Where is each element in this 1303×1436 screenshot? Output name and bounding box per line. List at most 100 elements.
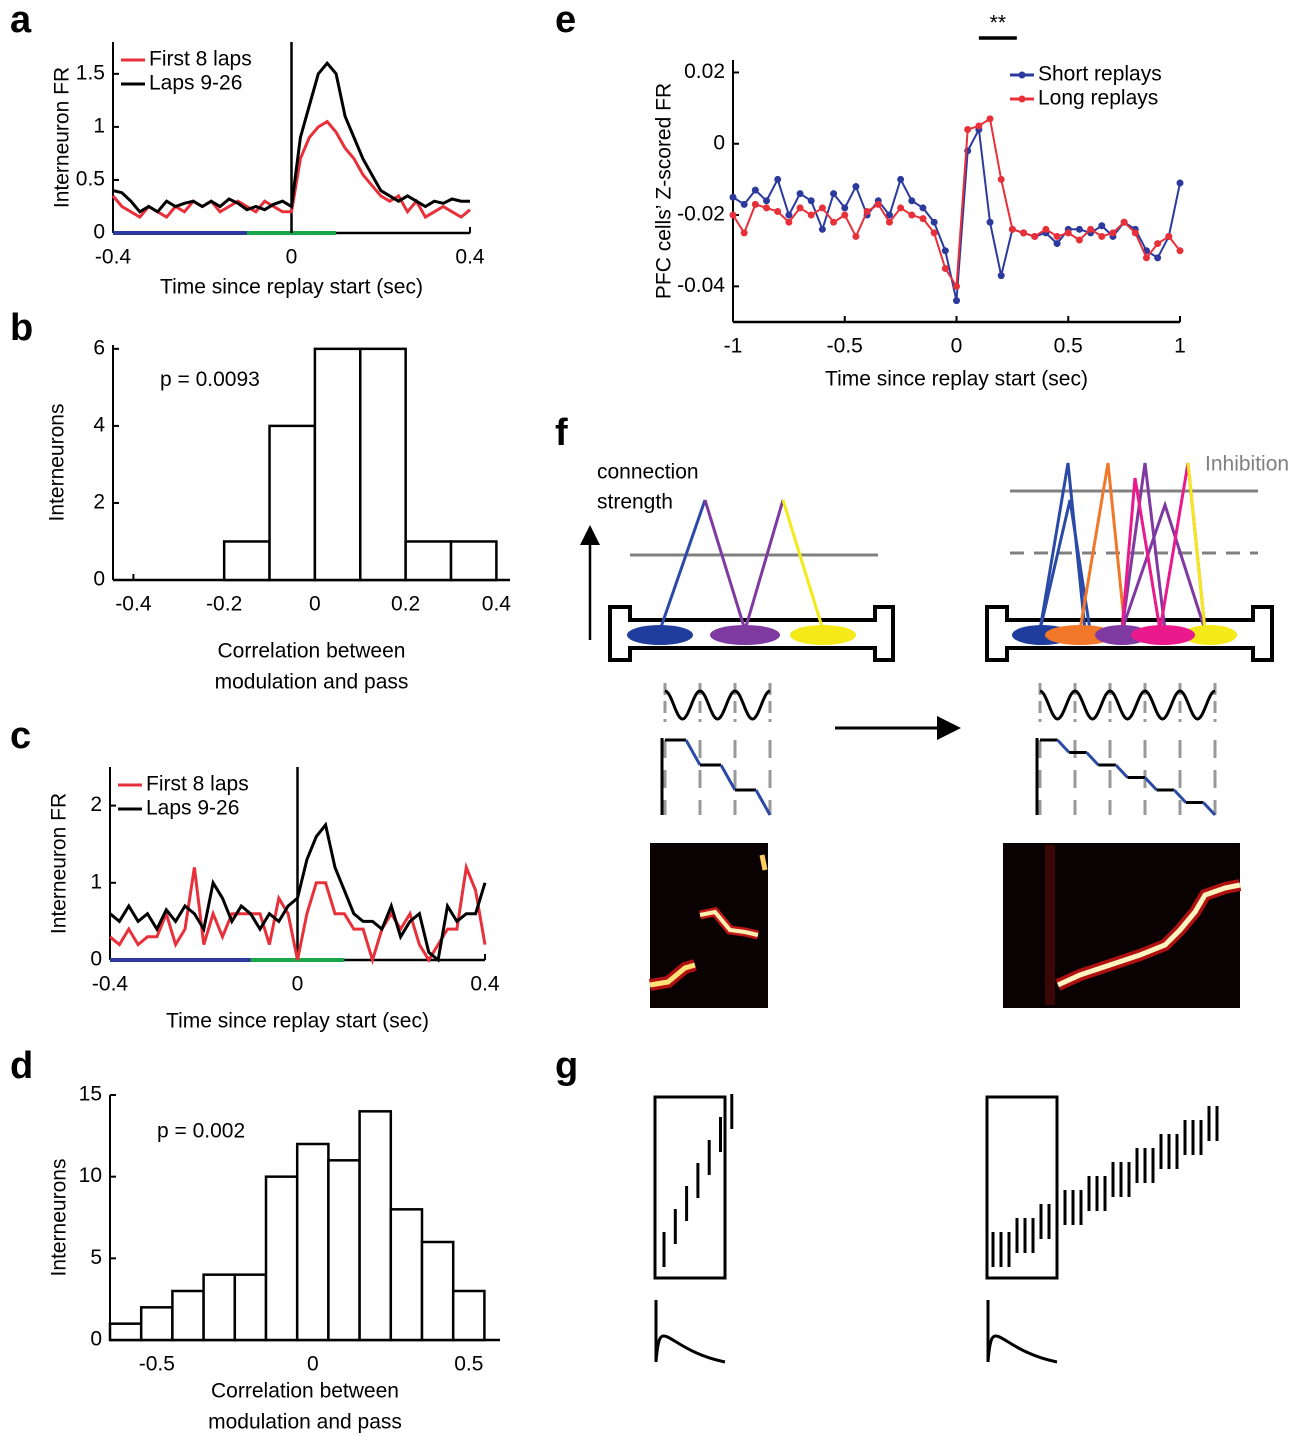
point — [1176, 247, 1184, 255]
decay-curve — [654, 1300, 726, 1364]
stair-slope — [1056, 738, 1071, 754]
point — [897, 204, 905, 212]
point — [1120, 218, 1128, 226]
heatmap — [1003, 843, 1240, 1008]
point — [986, 218, 994, 226]
connections-left — [658, 499, 825, 636]
panel-letter: g — [555, 1045, 578, 1087]
legend-label: Laps 9-26 — [149, 72, 242, 95]
bar — [233, 1273, 268, 1342]
point — [953, 282, 960, 290]
y-tick-label: 1.5 — [76, 61, 105, 84]
bar — [313, 347, 362, 582]
x-axis-label: modulation and pass — [208, 1411, 402, 1434]
point — [941, 247, 949, 255]
point — [919, 215, 927, 223]
panel-letter: d — [10, 1045, 33, 1087]
legend-marker — [1018, 95, 1026, 103]
point — [1075, 236, 1083, 244]
y-tick-label: 1 — [90, 870, 102, 893]
x-tick-label: 0.5 — [454, 1353, 483, 1376]
series-line — [109, 861, 487, 966]
y-tick-label: -0.04 — [677, 274, 725, 297]
point — [1131, 229, 1139, 237]
diagram-label: Inhibition — [1205, 453, 1289, 476]
diagram-label: connection — [597, 461, 699, 484]
theta-diagrams — [660, 683, 1217, 817]
x-tick-label: 0 — [292, 973, 304, 996]
point — [729, 193, 737, 201]
point — [1053, 232, 1061, 240]
heatmap-trace — [699, 909, 759, 937]
stair-slope — [1085, 751, 1100, 767]
point — [852, 232, 860, 240]
diagram-f: f connection strength Inhibition — [555, 412, 1289, 1008]
panel-letter: e — [555, 0, 576, 41]
point — [930, 218, 938, 226]
x-axis-label: Time since replay start (sec) — [160, 276, 423, 299]
x-tick-label: -0.5 — [827, 335, 863, 358]
panel-letter: a — [10, 0, 32, 41]
point — [953, 297, 960, 305]
point — [830, 218, 838, 226]
theta-wave — [664, 689, 771, 721]
bar — [449, 540, 498, 582]
point — [1154, 240, 1162, 248]
place-cell — [627, 625, 693, 645]
legend-label: First 8 laps — [149, 48, 252, 71]
point — [785, 211, 793, 219]
point — [785, 218, 793, 226]
series-line — [111, 119, 471, 220]
heatmap-band — [1045, 845, 1055, 1005]
point — [852, 183, 860, 191]
point — [1142, 254, 1150, 262]
place-cell — [710, 625, 780, 645]
x-tick-label: 1 — [1174, 335, 1186, 358]
y-tick-label: 0.02 — [684, 60, 725, 83]
point — [964, 126, 972, 134]
point — [740, 200, 748, 208]
point — [818, 204, 826, 212]
point — [796, 204, 804, 212]
x-tick-label: -0.2 — [206, 593, 242, 616]
x-tick-label: -0.4 — [115, 593, 152, 616]
point — [1075, 225, 1083, 233]
window — [653, 1095, 727, 1280]
x-tick-label: 0 — [286, 246, 298, 269]
point — [818, 225, 826, 233]
x-axis-label: Correlation between — [218, 640, 406, 663]
panel-letter: c — [10, 715, 31, 757]
point — [1098, 232, 1106, 240]
bar — [295, 1142, 330, 1342]
point — [885, 211, 893, 219]
x-axis-label: Time since replay start (sec) — [825, 368, 1088, 391]
y-tick-label: 10 — [79, 1164, 102, 1187]
x-tick-label: 0.4 — [482, 593, 512, 616]
stair-slope — [684, 739, 702, 766]
x-tick-label: 0.5 — [1054, 335, 1083, 358]
point — [796, 190, 804, 198]
heatmap-trace — [1056, 882, 1241, 988]
y-tick-label: 5 — [90, 1246, 102, 1269]
point — [1053, 240, 1061, 248]
point — [863, 207, 871, 215]
point — [751, 200, 759, 208]
point — [763, 197, 771, 205]
point — [1042, 225, 1050, 233]
point — [1098, 222, 1106, 230]
y-tick-label: 0 — [93, 221, 105, 244]
point — [751, 186, 759, 194]
stair-slope — [1173, 788, 1187, 804]
diagram-label: strength — [597, 491, 673, 514]
point — [908, 197, 916, 205]
theta-wave — [1039, 689, 1216, 721]
annotation: p = 0.0093 — [160, 368, 260, 391]
x-tick-label: -0.4 — [95, 246, 132, 269]
x-tick-label: 0.4 — [455, 246, 485, 269]
bar — [268, 424, 317, 582]
point — [729, 211, 737, 219]
point — [1008, 225, 1016, 233]
bar — [451, 1289, 486, 1342]
point — [807, 211, 815, 219]
